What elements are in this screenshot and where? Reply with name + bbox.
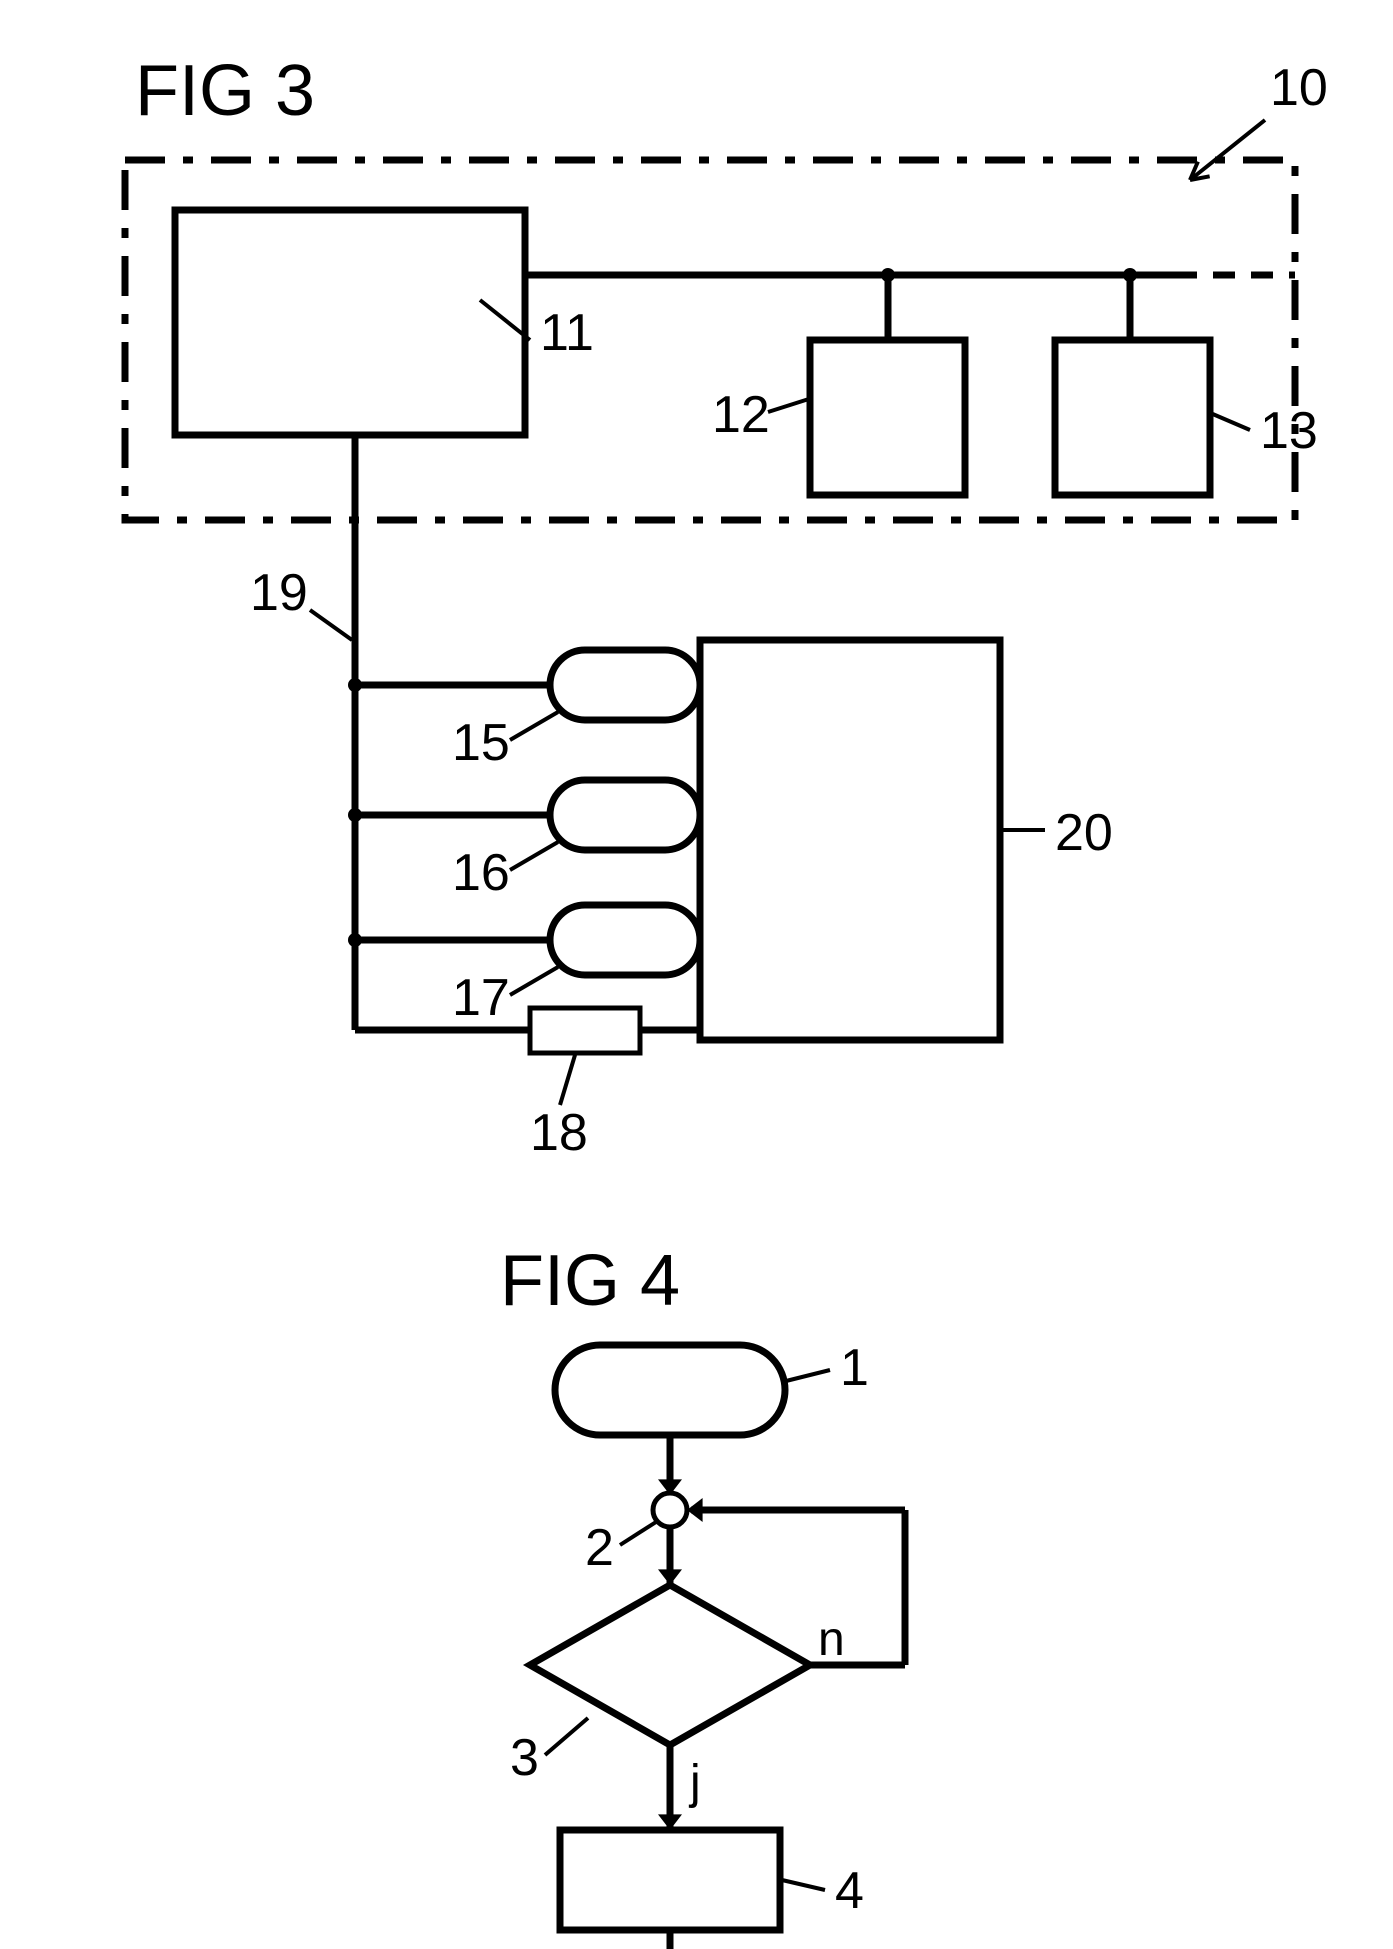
label-2: 2	[585, 1519, 614, 1577]
module-16	[550, 780, 700, 850]
label-15: 15	[452, 714, 510, 772]
branch-j: j	[688, 1756, 701, 1809]
label-11: 11	[540, 304, 594, 362]
module-15	[550, 650, 700, 720]
terminator-1	[555, 1345, 785, 1435]
process-4	[560, 1830, 780, 1930]
block-12	[810, 340, 965, 495]
module-18	[530, 1008, 640, 1053]
label-12: 12	[712, 386, 770, 444]
module-17	[550, 905, 700, 975]
block-11	[175, 210, 525, 435]
label-4: 4	[835, 1862, 864, 1920]
junction-2	[653, 1493, 687, 1527]
branch-n: n	[818, 1613, 845, 1666]
fig4-title: FIG 4	[500, 1241, 680, 1321]
label-17: 17	[452, 969, 510, 1027]
label-19: 19	[250, 564, 308, 622]
block-20	[700, 640, 1000, 1040]
block-13	[1055, 340, 1210, 495]
decision-3	[530, 1585, 810, 1745]
label-18: 18	[530, 1104, 588, 1162]
fig3-title: FIG 3	[135, 51, 315, 131]
label-13: 13	[1260, 402, 1318, 460]
label-1: 1	[840, 1339, 869, 1397]
label-10: 10	[1270, 59, 1328, 117]
label-16: 16	[452, 844, 510, 902]
label-20: 20	[1055, 804, 1113, 862]
label-3: 3	[510, 1729, 539, 1787]
